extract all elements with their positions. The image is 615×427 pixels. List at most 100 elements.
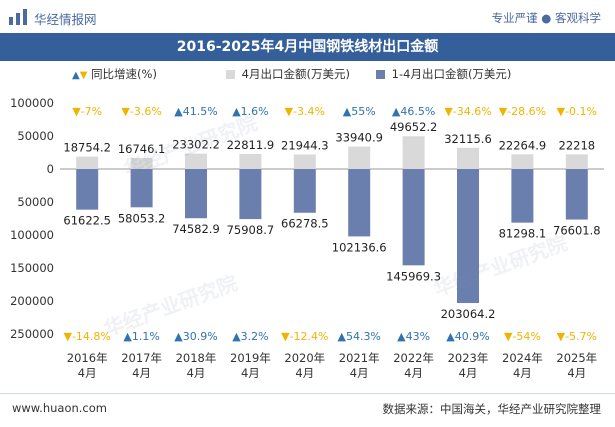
title-bar: 2016-2025年4月中国钢铁线材出口金额 [0,33,615,61]
april-growth-label: ▲55% [343,105,376,118]
x-tick-label-month: 4月 [513,366,532,380]
legend-growth-label: 同比增速(%) [91,67,157,81]
x-tick-label-month: 4月 [295,366,314,380]
x-tick-label-month: 4月 [459,366,478,380]
april-value-label: 33940.9 [335,131,383,145]
x-tick-label-year: 2017年 [121,351,162,365]
april-value-label: 22264.9 [499,138,547,152]
april-bar [185,153,207,169]
x-tick-label-year: 2021年 [339,351,380,365]
april-growth-label: ▼-3.6% [121,105,161,118]
x-tick-label-year: 2019年 [230,351,271,365]
april-growth-label: ▼-28.6% [499,105,546,118]
x-tick-label-year: 2022年 [393,351,434,365]
legend-cumulative-label: 1-4月出口金额(万美元) [391,67,512,81]
data-source: 数据来源：中国海关，华经产业研究院整理 [382,402,602,416]
cumulative-value-label: 74582.9 [172,222,220,236]
cumulative-value-label: 75908.7 [227,223,275,237]
cumulative-value-label: 145969.3 [386,269,441,283]
x-tick-label-month: 4月 [187,366,206,380]
april-growth-label: ▼-7% [72,105,102,118]
april-growth-label: ▼-3.4% [285,105,325,118]
cumulative-growth-label: ▲40.9% [446,330,489,343]
x-tick-label-year: 2016年 [67,351,108,365]
x-tick-label-month: 4月 [350,366,369,380]
april-value-label: 21944.3 [281,139,329,153]
cumulative-bar [293,169,316,213]
april-value-label: 22811.9 [227,138,275,152]
y-tick-label: 50000 [17,195,54,209]
april-bar [293,154,316,169]
april-bar [130,157,153,169]
cumulative-value-label: 61622.5 [63,214,111,228]
april-value-label: 49652.2 [390,120,438,134]
logo-icon [9,9,27,25]
april-bar [402,136,425,169]
cumulative-bar [457,169,479,304]
cumulative-value-label: 102136.6 [332,240,387,254]
cumulative-bar [348,169,371,237]
cumulative-value-label: 203064.2 [441,307,496,321]
april-growth-label: ▲46.5% [392,105,435,118]
april-value-label: 16746.1 [118,142,166,156]
x-tick-label-month: 4月 [132,366,151,380]
april-growth-label: ▼-34.6% [444,105,491,118]
legend-april-label: 4月出口金额(万美元) [241,67,350,81]
april-value-label: 18754.2 [63,141,111,155]
x-tick-label-month: 4月 [404,366,423,380]
april-bar [511,154,534,169]
brand-name: 华经情报网 [34,12,97,27]
april-growth-label: ▼-0.1% [557,105,597,118]
y-tick-label: 0 [47,162,54,176]
april-value-label: 23302.2 [172,138,220,152]
cumulative-bar [76,169,99,210]
legend: ▲▼ 同比增速(%) 4月出口金额(万美元) 1-4月出口金额(万美元) [0,66,615,84]
cumulative-value-label: 58053.2 [118,211,166,225]
legend-cumulative-swatch [376,70,385,79]
april-growth-label: ▲41.5% [174,105,217,118]
cumulative-value-label: 81298.1 [499,227,547,241]
legend-april: 4月出口金额(万美元) [226,66,350,82]
y-tick-label: 200000 [10,294,54,308]
x-tick-label-year: 2020年 [284,351,325,365]
april-value-label: 32115.6 [444,132,492,146]
april-bar [565,154,588,169]
chart-svg: 100000 50000 0 50000 100000 150000 200000 25000… [10,96,604,380]
x-tick-label-year: 2018年 [176,351,217,365]
april-value-label: 22218 [559,138,596,152]
april-bar [457,147,479,169]
x-tick-label-year: 2023年 [448,351,489,365]
legend-cumulative: 1-4月出口金额(万美元) [376,66,511,82]
cumulative-growth-label: ▲30.9% [174,330,217,343]
april-bar [76,156,99,169]
x-tick-label-month: 4月 [78,366,97,380]
cumulative-growth-label: ▲54.3% [337,330,380,343]
cumulative-growth-label: ▼-12.4% [281,330,328,343]
cumulative-bar [185,169,207,219]
cumulative-growth-label: ▼-5.7% [557,330,597,343]
y-tick-label: 150000 [10,261,54,275]
april-bar [348,146,371,169]
cumulative-growth-label: ▲1.1% [123,330,159,343]
legend-april-swatch [226,70,235,79]
down-triangle-icon: ▼ [79,70,88,81]
y-tick-label: 100000 [10,96,54,110]
cumulative-bar [130,169,153,208]
april-growth-label: ▲1.6% [232,105,268,118]
y-tick-label: 100000 [10,228,54,242]
tagline: 专业严谨 ● 客观科学 [491,11,601,25]
chart-title: 2016-2025年4月中国钢铁线材出口金额 [176,39,439,55]
cumulative-bar [402,169,425,266]
top-bar: 华经情报网 专业严谨 ● 客观科学 [0,0,615,33]
cumulative-growth-label: ▼-14.8% [64,330,111,343]
website-link[interactable]: www.huaon.com [12,401,107,415]
up-triangle-icon: ▲ [72,70,80,81]
cumulative-value-label: 66278.5 [281,217,329,231]
x-tick-label-month: 4月 [241,366,260,380]
x-tick-label-year: 2024年 [502,351,543,365]
x-tick-label-month: 4月 [567,366,586,380]
x-tick-label-year: 2025年 [556,351,597,365]
y-tick-label: 250000 [10,327,54,341]
cumulative-growth-label: ▲43% [397,330,430,343]
